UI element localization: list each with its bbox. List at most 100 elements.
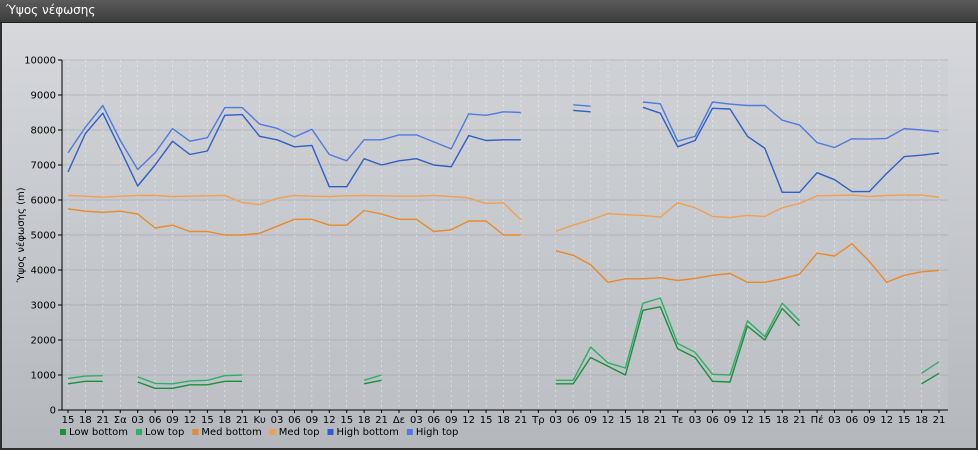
x-axis-ticks: 15 18 21 Σα 03 06 09 12 15 18 21 Κυ 03 06 09 12 15 18 21 Δε…: [62, 410, 945, 426]
legend-swatch: [327, 429, 334, 435]
legend-swatch: [60, 429, 66, 435]
series-line-segment: [363, 379, 382, 385]
x-tick-label: 21: [654, 415, 667, 426]
series-line-segment: [921, 372, 940, 385]
x-tick-label: 12: [880, 415, 893, 426]
x-tick-label: 21: [236, 415, 249, 426]
x-tick-label: 06: [149, 415, 162, 426]
x-tick-label: 18: [497, 415, 510, 426]
legend: Low bottom Low top Med bottom Med top High b…: [60, 427, 458, 438]
x-tick-label: 18: [79, 415, 92, 426]
series-line-segment: [67, 112, 521, 188]
x-tick-label: 03: [410, 415, 423, 426]
x-tick-label: 03: [131, 415, 144, 426]
series-low-bottom: [67, 306, 940, 389]
x-tick-label: 06: [846, 415, 859, 426]
y-tick-label: 8000: [31, 126, 56, 137]
series-line-segment: [137, 380, 243, 389]
grid: [62, 59, 948, 411]
x-tick-label: 12: [184, 415, 197, 426]
x-tick-label: 09: [306, 415, 319, 426]
series-high-bottom: [67, 106, 940, 194]
series-line-segment: [555, 243, 940, 283]
x-tick-label: Κυ: [253, 415, 266, 426]
x-tick-label: Τρ: [531, 415, 544, 426]
x-tick-label: 09: [863, 415, 876, 426]
x-tick-label: 09: [584, 415, 597, 426]
x-tick-label: Δε: [393, 415, 405, 426]
x-tick-label: 09: [166, 415, 179, 426]
x-tick-label: 15: [898, 415, 911, 426]
legend-swatch: [192, 429, 199, 435]
legend-swatch: [269, 429, 276, 435]
x-tick-label: Πέ: [811, 414, 824, 426]
x-tick-label: 21: [375, 415, 388, 426]
x-tick-label: 18: [218, 415, 231, 426]
x-tick-label: 15: [619, 415, 632, 426]
y-tick-label: 0: [50, 406, 56, 417]
x-tick-label: 15: [758, 415, 771, 426]
series-line-segment: [67, 380, 103, 385]
x-tick-label: 03: [549, 415, 562, 426]
x-tick-label: 12: [602, 415, 615, 426]
legend-swatch: [406, 429, 413, 435]
series-line-segment: [555, 194, 940, 232]
series-line-segment: [642, 106, 940, 194]
series-line-segment: [137, 374, 243, 385]
chart-panel: [2, 23, 976, 448]
series-line-segment: [573, 104, 591, 107]
series-lines: [67, 101, 940, 389]
legend-entry: High bottom: [337, 427, 399, 438]
y-axis-label: Ύψος νέφωσης (m): [15, 187, 27, 283]
legend-entry: High top: [416, 427, 459, 438]
x-tick-label: 15: [340, 415, 353, 426]
x-tick-label: 06: [288, 415, 301, 426]
x-tick-label: 21: [793, 415, 806, 426]
series-line-segment: [67, 104, 521, 171]
x-tick-label: 06: [706, 415, 719, 426]
y-tick-label: 4000: [31, 266, 56, 277]
x-tick-label: 03: [828, 415, 841, 426]
x-tick-label: 12: [462, 415, 475, 426]
y-tick-label: 7000: [31, 161, 56, 172]
window-title: Ύψος νέφωσης: [6, 3, 96, 17]
series-line-segment: [555, 297, 801, 381]
legend-entry: Low top: [145, 427, 184, 438]
x-tick-label: 15: [62, 415, 75, 426]
y-tick-label: 6000: [31, 196, 56, 207]
series-med-top: [67, 194, 940, 232]
legend-swatch: [136, 429, 143, 435]
series-line-segment: [573, 109, 591, 113]
y-tick-label: 1000: [31, 371, 56, 382]
x-tick-label: 09: [445, 415, 458, 426]
series-line-segment: [921, 361, 940, 374]
series-high-top: [67, 101, 940, 171]
title-bar: Ύψος νέφωσης: [0, 0, 978, 23]
y-tick-label: 10000: [24, 56, 56, 67]
series-line-segment: [363, 374, 382, 381]
series-line-segment: [555, 306, 801, 385]
x-tick-label: 18: [776, 415, 789, 426]
series-low-top: [67, 297, 940, 385]
x-tick-label: 03: [689, 415, 702, 426]
x-tick-label: 09: [724, 415, 737, 426]
y-tick-label: 5000: [31, 231, 56, 242]
x-tick-label: 12: [741, 415, 754, 426]
x-tick-label: 15: [201, 415, 214, 426]
x-tick-label: 15: [480, 415, 493, 426]
y-tick-label: 9000: [31, 91, 56, 102]
x-tick-label: 12: [323, 415, 336, 426]
y-tick-label: 2000: [31, 336, 56, 347]
x-tick-label: 18: [358, 415, 371, 426]
x-tick-label: Τε: [671, 415, 684, 426]
series-line-segment: [67, 208, 521, 236]
series-line-segment: [642, 101, 940, 149]
legend-entry: Low bottom: [69, 427, 128, 438]
legend-entry: Med top: [279, 427, 320, 438]
x-tick-label: 21: [96, 415, 109, 426]
x-tick-label: 18: [636, 415, 649, 426]
x-tick-label: Σα: [114, 415, 127, 426]
y-axis-ticks: 0 1000 2000 3000 4000 5000 6000 7000 8000 9000 100…: [24, 56, 62, 417]
